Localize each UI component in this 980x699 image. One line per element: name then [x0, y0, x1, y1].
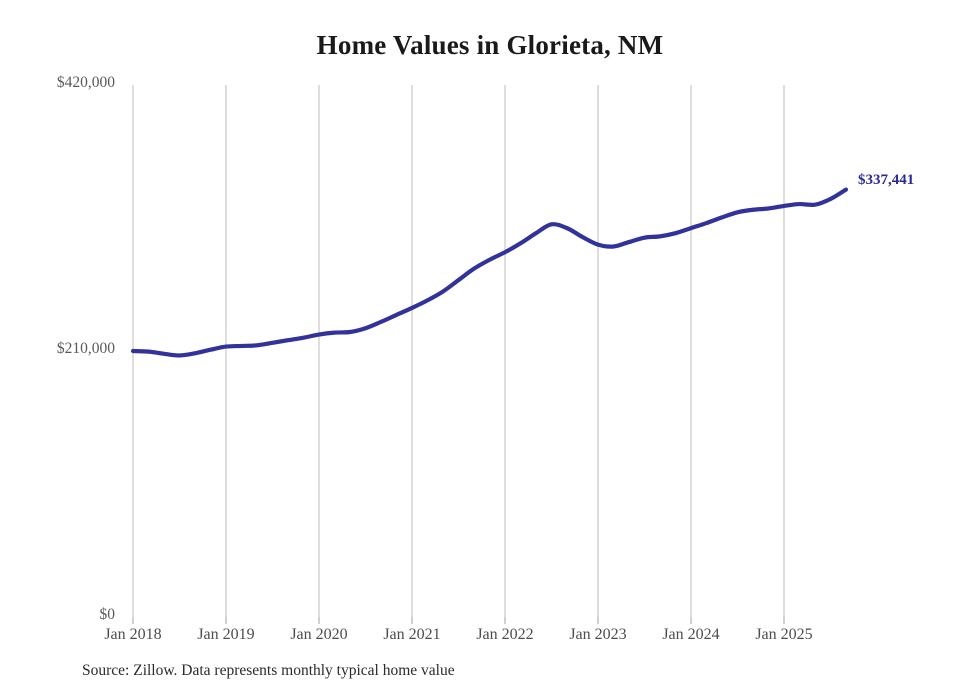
home-value-line: [130, 187, 849, 358]
x-axis-tick-label: Jan 2022: [476, 626, 534, 643]
x-axis-tick-label: Jan 2018: [104, 626, 162, 643]
endpoint-value-annotation: $337,441: [858, 171, 915, 188]
y-axis-tick-top: $420,000: [56, 74, 115, 91]
x-axis-tick-label: Jan 2025: [755, 626, 813, 643]
chart-title: Home Values in Glorieta, NM: [316, 30, 664, 60]
y-axis-tick-mid: $210,000: [56, 340, 115, 357]
axis-tick-marks: [132, 617, 785, 624]
x-axis-tick-label: Jan 2019: [197, 626, 255, 643]
y-axis-tick-bottom: $0: [99, 606, 116, 623]
source-note: Source: Zillow. Data represents monthly …: [82, 662, 455, 679]
x-axis-tick-label: Jan 2020: [290, 626, 348, 643]
x-axis-tick-label: Jan 2024: [662, 626, 720, 643]
gridlines: [132, 85, 785, 617]
x-axis-tick-label: Jan 2023: [569, 626, 627, 643]
x-axis-tick-label: Jan 2021: [383, 626, 441, 643]
